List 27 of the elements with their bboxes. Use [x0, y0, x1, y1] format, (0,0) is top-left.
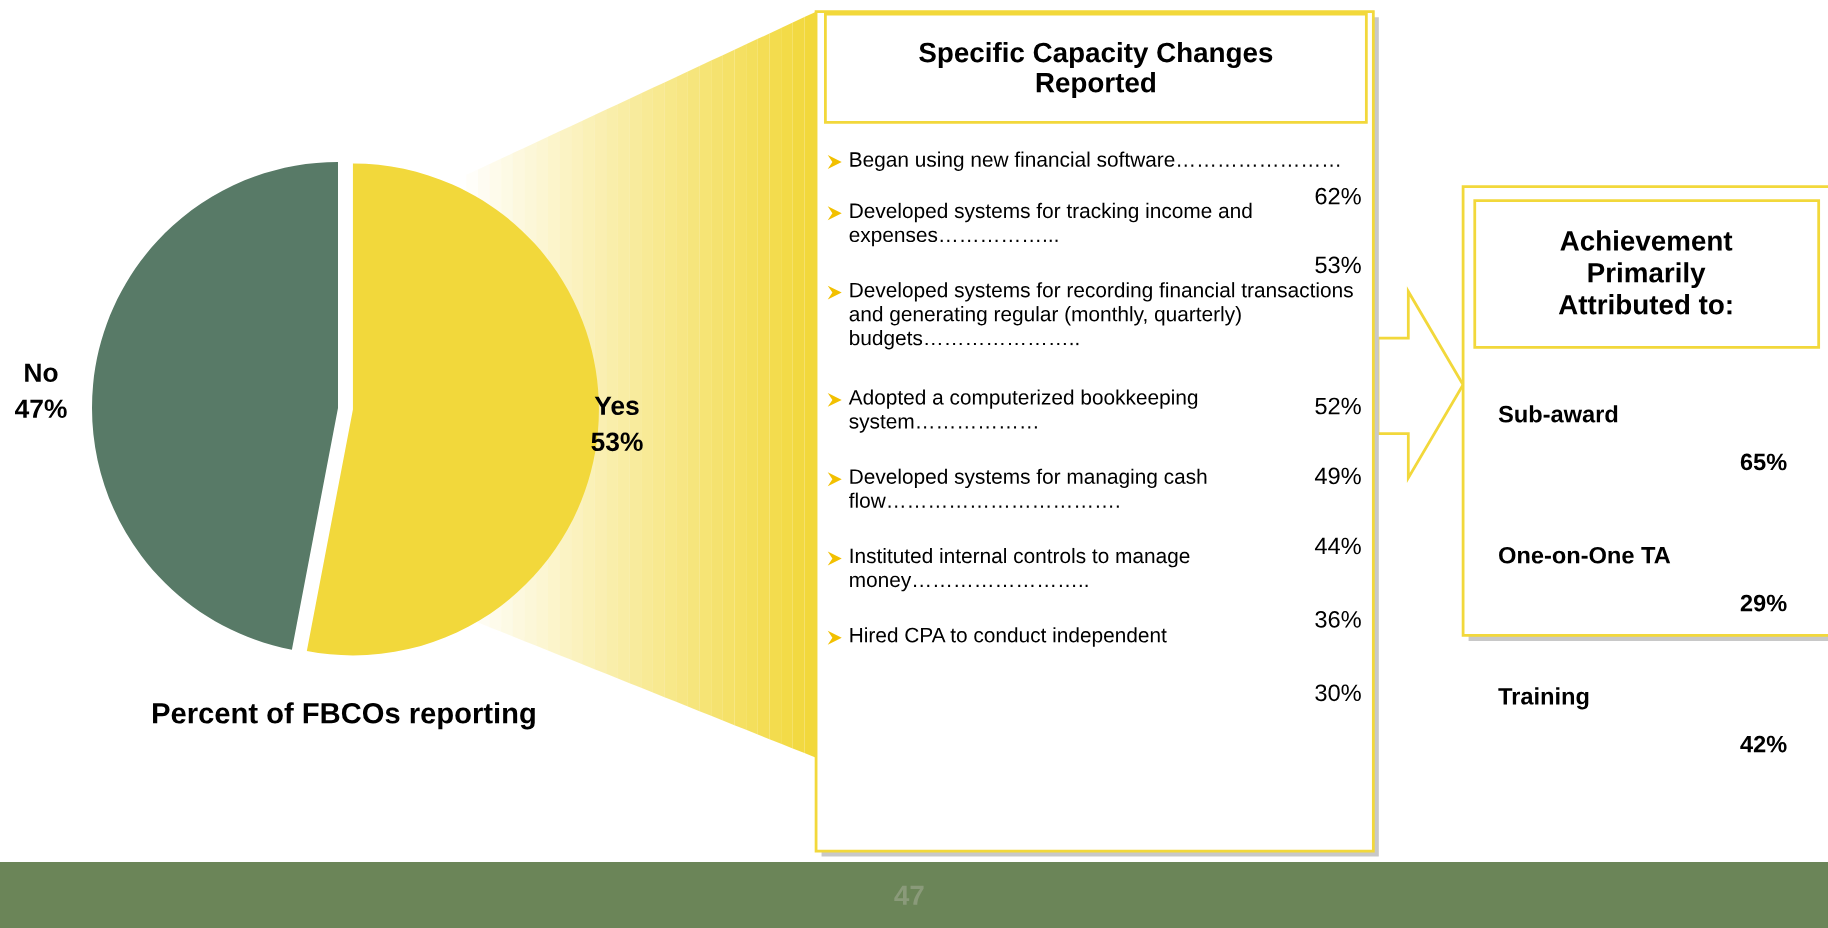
text: 52%	[1315, 397, 1361, 415]
text: Specific Capacity Changes Reported	[919, 41, 1273, 98]
slice-label: Yes	[594, 396, 639, 416]
data-label: 53%	[591, 432, 643, 452]
text: Developed systems for recording financial transactions and generating regular (monthly, quarterly) budgets…………………..	[849, 282, 1353, 350]
text: Sub-award	[1498, 405, 1618, 423]
text: Developed systems for managing cash flow…………………………….	[849, 468, 1207, 508]
text: 36%	[1315, 611, 1361, 628]
text: 65%	[1740, 453, 1787, 471]
text: 44%	[1314, 537, 1361, 555]
text: Percent of FBCOs reporting	[153, 702, 535, 730]
text: Achievement Primarily Attributed to:	[1558, 230, 1733, 315]
slice-label: No	[25, 363, 58, 383]
text: 53%	[1315, 256, 1361, 274]
text: 42%	[1740, 735, 1787, 753]
text: Began using new financial software……………………	[850, 151, 1340, 171]
text: 49%	[1314, 467, 1361, 485]
text: Hired CPA to conduct independent	[850, 627, 1167, 647]
text: Adopted a computerized bookkeeping system………………	[848, 389, 1198, 433]
text: One-on-One TA	[1499, 546, 1671, 564]
text: 30%	[1315, 684, 1361, 702]
text: 62%	[1315, 187, 1361, 205]
text: Training	[1498, 687, 1589, 710]
text: Instituted internal controls to manage money……………………..	[850, 547, 1190, 592]
text: Developed systems for tracking income and expenses……………...	[849, 202, 1252, 247]
text: 29%	[1740, 594, 1787, 612]
data-label: 47%	[14, 399, 67, 419]
